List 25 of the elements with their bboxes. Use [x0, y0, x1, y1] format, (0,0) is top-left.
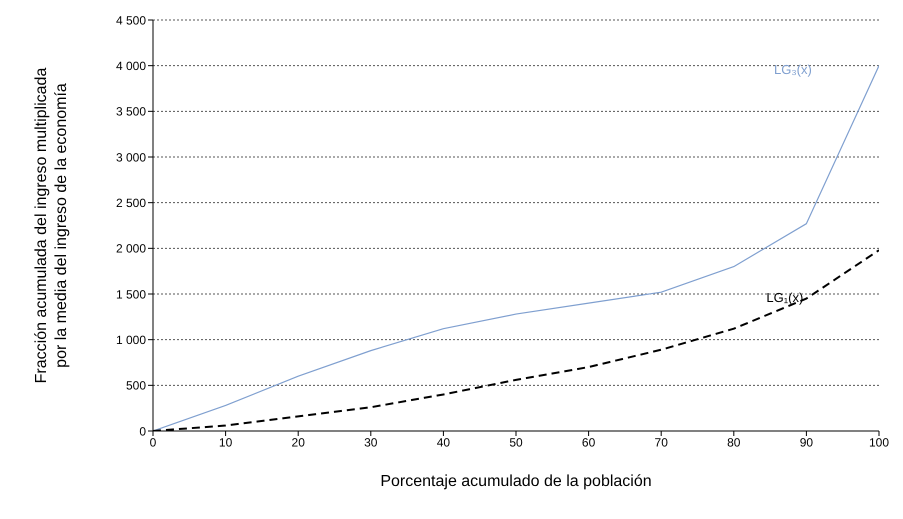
x-tick-label: 70: [654, 436, 668, 450]
y-tick-label: 0: [139, 424, 146, 438]
x-tick-label: 0: [150, 436, 157, 450]
x-tick-label: 50: [509, 436, 523, 450]
x-tick-label: 60: [582, 436, 596, 450]
y-tick-label: 500: [126, 378, 146, 393]
series-label: LG₁(x): [766, 290, 804, 306]
y-axis-title: Fracción acumulada del ingreso multiplicada por la media del ingreso de la economía: [33, 68, 70, 384]
y-tick-label: 3 500: [116, 104, 146, 119]
x-tick-label: 20: [292, 436, 306, 450]
x-tick-label: 100: [868, 436, 890, 450]
y-tick-label: 2 000: [116, 242, 146, 256]
y-tick-label: 4 000: [116, 58, 146, 73]
y-tick-label: 4 500: [116, 13, 146, 28]
y-tick-label: 3 000: [116, 150, 146, 164]
y-tick-label: 2 500: [116, 196, 146, 210]
x-tick-label: 10: [218, 436, 233, 450]
x-tick-label: 80: [727, 436, 741, 450]
x-tick-label: 30: [364, 436, 378, 450]
x-tick-label: 40: [436, 436, 450, 450]
y-tick-label: 1 000: [116, 332, 146, 347]
x-axis-title: Porcentaje acumulado de la población: [380, 473, 652, 490]
text: LG₃(x): [774, 62, 812, 78]
x-tick-label: 90: [800, 436, 814, 450]
y-tick-label: 1 500: [116, 287, 146, 302]
